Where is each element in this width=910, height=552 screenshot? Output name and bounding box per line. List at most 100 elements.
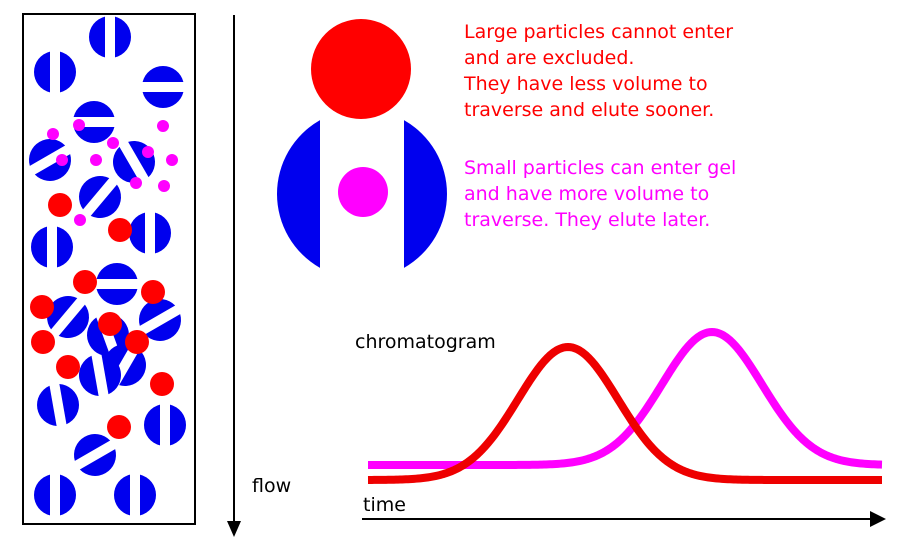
gel-bead-cap [79, 355, 99, 396]
large-particle-dot [98, 312, 122, 336]
large-particles-in-column [30, 193, 174, 439]
gel-bead [139, 299, 181, 341]
gel-bead-cap [101, 354, 121, 395]
small-particle-dot [56, 154, 68, 166]
column-outline [22, 13, 196, 525]
large-particle-dot [141, 280, 165, 304]
chromatogram-label: chromatogram [355, 331, 496, 353]
gel-bead-cap [142, 66, 184, 82]
small-particle-explanation: Small particles can enter gel and have mo… [464, 157, 736, 231]
gel-bead-cap [31, 226, 47, 268]
gel-bead-cap [119, 349, 146, 386]
gel-bead-cap [96, 263, 138, 279]
gel-bead-large [277, 120, 447, 268]
gel-bead-cap [89, 16, 105, 58]
time-axis [362, 511, 886, 527]
large-particle-dot [107, 415, 131, 439]
large-particle [311, 19, 411, 119]
gel-bead-enlarged [277, 120, 447, 268]
gel-bead [114, 474, 156, 516]
large-explanation-line: and are excluded. [464, 47, 634, 69]
gel-bead [37, 384, 79, 426]
small-particle-dot [74, 214, 86, 226]
time-axis-arrowhead [870, 511, 886, 527]
small-particle-dot [90, 154, 102, 166]
gel-bead [47, 296, 89, 338]
small-particle-dot [142, 146, 154, 158]
large-particle-dot [31, 330, 55, 354]
large-particle-dot [56, 355, 80, 379]
small-particle-dot [47, 128, 59, 140]
gel-bead [96, 263, 138, 305]
gel-bead-cap [90, 184, 121, 218]
gel-bead-cap [155, 212, 171, 254]
flow-arrow-head [227, 521, 241, 537]
gel-bead-cap [57, 226, 73, 268]
gel-bead-cap [96, 289, 138, 305]
gel-bead [142, 66, 184, 108]
gel-beads [29, 16, 186, 516]
gel-bead [144, 404, 186, 446]
large-particle-dot [150, 372, 174, 396]
gel-bead-cap [170, 404, 186, 446]
gel-bead-cap [29, 139, 66, 166]
small-particle-dot [166, 154, 178, 166]
flow-arrow [227, 15, 241, 537]
gel-bead [79, 354, 121, 396]
gel-bead [74, 434, 116, 476]
small-explanation-line: traverse. They elute later. [464, 209, 710, 231]
gel-bead-cap [115, 16, 131, 58]
gel-bead-cap [87, 317, 111, 356]
small-particle-peak [366, 328, 884, 469]
large-particle-dot [108, 218, 132, 242]
large-particle-explanation: Large particles cannot enter and are excl… [463, 21, 733, 121]
gel-bead-cap [113, 146, 140, 183]
large-explanation-line: Large particles cannot enter [464, 21, 733, 43]
gel-bead-cap [129, 212, 145, 254]
gel-bead-cap [144, 314, 181, 341]
small-particle-dot [130, 177, 142, 189]
large-particle-dot [125, 330, 149, 354]
small-explanation-line: Small particles can enter gel [464, 157, 736, 179]
gel-bead-cap [142, 92, 184, 108]
column [22, 13, 196, 525]
gel-bead-cap [58, 304, 89, 338]
gel-bead [129, 212, 171, 254]
gel-bead-cap [73, 101, 115, 117]
flow-label: flow [252, 475, 291, 497]
gel-bead-cap [79, 176, 110, 210]
gel-bead-cap [277, 120, 320, 268]
small-particle-dot [73, 119, 85, 131]
gel-bead-cap [139, 299, 176, 326]
large-explanation-line: They have less volume to [463, 73, 708, 95]
gel-bead-cap [140, 474, 156, 516]
gel-bead-cap [60, 51, 76, 93]
small-particles-in-column [47, 119, 178, 226]
gel-bead-cap [74, 434, 111, 461]
gel-bead [34, 51, 76, 93]
small-particle [338, 167, 388, 217]
large-particle-dot [73, 270, 97, 294]
gel-bead-cap [73, 127, 115, 143]
large-particle-dot [30, 295, 54, 319]
small-particle-dot [107, 137, 119, 149]
gel-bead [79, 176, 121, 218]
gel-bead-cap [114, 474, 130, 516]
gel-bead-cap [34, 474, 50, 516]
gel-bead [89, 16, 131, 58]
gel-bead-cap [37, 385, 57, 426]
time-label: time [363, 494, 406, 516]
gel-bead [31, 226, 73, 268]
small-particle-dot [158, 180, 170, 192]
bead-illustration [277, 19, 447, 268]
large-explanation-line: traverse and elute sooner. [464, 99, 714, 121]
gel-bead-cap [59, 384, 79, 425]
small-particle-dot [157, 120, 169, 132]
large-particle-peak [366, 343, 884, 484]
gel-bead [73, 101, 115, 143]
gel-bead-cap [144, 404, 160, 446]
gel-bead-cap [79, 449, 116, 476]
gel-bead-cap [60, 474, 76, 516]
gel-bead-cap [404, 120, 447, 268]
